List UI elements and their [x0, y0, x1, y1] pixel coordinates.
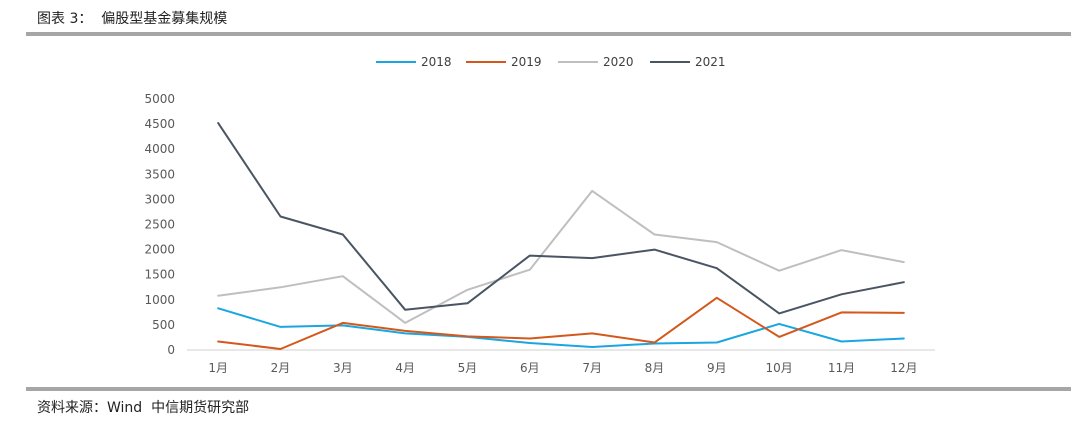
data-point — [653, 249, 656, 251]
data-point — [716, 241, 718, 243]
data-point — [529, 269, 531, 271]
data-point — [591, 257, 593, 259]
data-point — [529, 342, 531, 344]
data-point — [903, 261, 905, 263]
data-point — [840, 311, 843, 313]
y-axis: 0 500 1000 1500 2000 2500 3000 3500 4000 4500 5000 — [144, 92, 175, 357]
data-point — [279, 215, 282, 218]
data-point — [653, 233, 656, 236]
x-tick-label: 12月 — [890, 361, 917, 375]
data-point — [466, 289, 469, 291]
data-point — [404, 322, 406, 324]
data-point — [404, 330, 406, 332]
data-point — [778, 270, 780, 272]
data-point — [529, 255, 531, 257]
y-tick-label: 3500 — [144, 167, 175, 181]
series-line-2019 — [217, 296, 905, 350]
x-tick-label: 7月 — [582, 361, 602, 375]
data-point — [466, 302, 469, 304]
data-point — [716, 341, 718, 344]
x-axis: 1月 2月 3月 4月 5月 6月 7月 8月 9月 10月 11月 12月 — [208, 361, 917, 375]
legend-item-2018: 2018 — [376, 55, 452, 69]
legend-label: 2018 — [421, 55, 452, 69]
data-point — [466, 335, 469, 337]
legend-label: 2020 — [603, 55, 634, 69]
data-point — [342, 322, 344, 324]
data-point — [903, 337, 905, 340]
data-point — [840, 340, 843, 343]
figure-title: 图表 3： 偏股型基金募集规模 — [37, 11, 228, 27]
data-point — [279, 286, 282, 288]
data-point — [529, 337, 531, 340]
line-chart: 2018 2019 2020 2021 0 500 1000 1500 2000 2500 300… — [144, 55, 935, 375]
data-point — [840, 249, 843, 251]
data-point — [217, 340, 219, 343]
data-point — [716, 267, 718, 269]
data-point — [342, 324, 344, 326]
data-point — [903, 281, 905, 283]
y-tick-label: 3000 — [144, 192, 175, 206]
y-tick-label: 500 — [152, 318, 175, 332]
data-point — [903, 312, 905, 314]
data-point — [279, 326, 282, 328]
x-tick-label: 4月 — [395, 361, 415, 375]
top-divider — [26, 32, 1071, 36]
data-point — [778, 323, 780, 325]
x-tick-label: 3月 — [333, 361, 353, 375]
data-point — [840, 293, 843, 295]
data-point — [778, 336, 780, 338]
data-point — [217, 307, 219, 309]
x-tick-label: 2月 — [271, 361, 291, 375]
x-tick-label: 1月 — [208, 361, 228, 375]
y-tick-label: 2500 — [144, 218, 175, 232]
legend-label: 2021 — [695, 55, 726, 69]
data-point — [591, 332, 593, 334]
x-tick-label: 5月 — [458, 361, 478, 375]
chart-legend: 2018 2019 2020 2021 — [376, 55, 726, 69]
data-point — [653, 341, 656, 344]
x-tick-label: 10月 — [766, 361, 793, 375]
y-tick-label: 4000 — [144, 142, 175, 156]
series-line-2020 — [217, 189, 905, 324]
legend-item-2019: 2019 — [466, 55, 542, 69]
legend-item-2021: 2021 — [650, 55, 726, 69]
data-point — [279, 348, 282, 350]
y-tick-label: 1500 — [144, 268, 175, 282]
data-point — [217, 122, 219, 124]
x-tick-label: 6月 — [520, 361, 540, 375]
data-point — [404, 332, 406, 334]
x-tick-label: 8月 — [645, 361, 665, 375]
data-point — [716, 297, 718, 299]
y-tick-label: 2000 — [144, 243, 175, 257]
y-tick-label: 1000 — [144, 293, 175, 307]
data-point — [217, 295, 219, 297]
y-tick-label: 5000 — [144, 92, 175, 106]
data-point — [342, 233, 344, 236]
data-point — [404, 309, 406, 311]
series-line-2018 — [217, 307, 905, 348]
bottom-divider — [26, 387, 1071, 391]
series-lines — [217, 122, 905, 350]
legend-label: 2019 — [511, 55, 542, 69]
data-point — [591, 190, 593, 192]
data-point — [778, 312, 780, 314]
legend-item-2020: 2020 — [558, 55, 634, 69]
y-tick-label: 4500 — [144, 117, 175, 131]
source-note: 资料来源：Wind 中信期货研究部 — [37, 400, 250, 416]
y-tick-label: 0 — [167, 343, 175, 357]
x-tick-label: 11月 — [828, 361, 855, 375]
x-tick-label: 9月 — [707, 361, 727, 375]
series-line-2021 — [217, 122, 905, 315]
data-point — [342, 275, 344, 277]
data-point — [591, 346, 593, 348]
